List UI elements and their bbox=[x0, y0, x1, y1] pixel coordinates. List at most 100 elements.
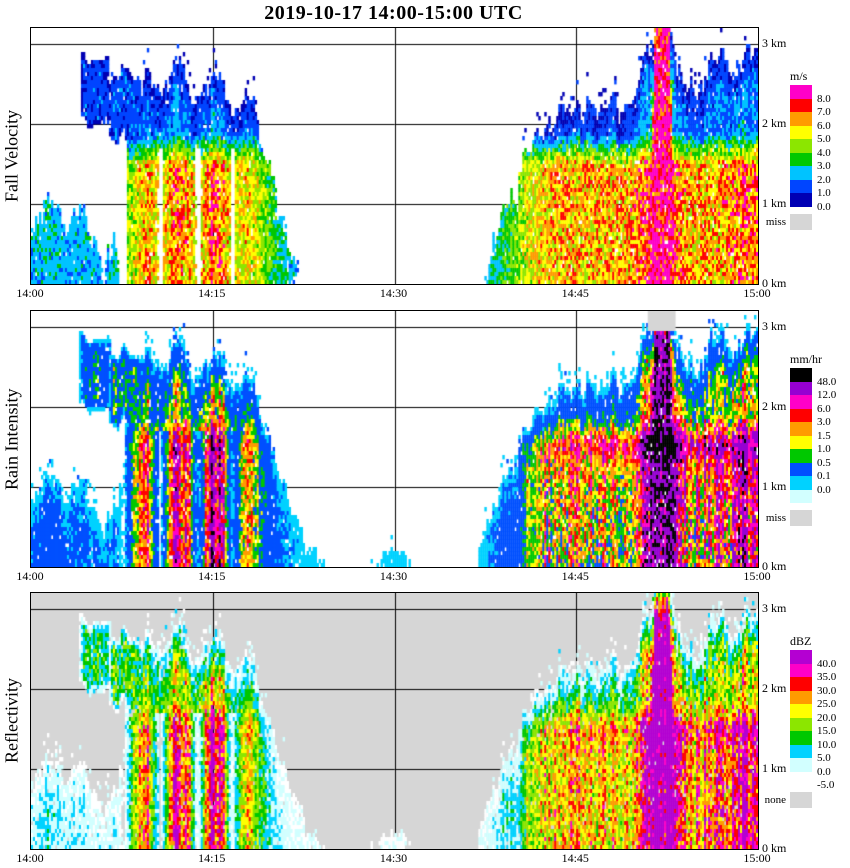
colorbar-band bbox=[790, 771, 812, 785]
x-tick-label: 14:00 bbox=[16, 851, 44, 865]
colorbar-tick-label: 12.0 bbox=[817, 389, 837, 401]
colorbar-reflectivity: dBZ 40.0 35.0 30.0 25.0 20.0 15.0 10.0 5.0 0.0 -5… bbox=[765, 634, 850, 808]
colorbar-tick-label: 0.0 bbox=[817, 765, 831, 778]
colorbar-tick-label: 6.0 bbox=[817, 402, 831, 415]
colorbar-unit-label: mm/hr bbox=[790, 352, 822, 366]
colorbar-missing-label: none bbox=[764, 794, 786, 806]
colorbar-band bbox=[790, 717, 812, 731]
rain-intensity-heatmap-canvas bbox=[30, 310, 759, 568]
y-tick-label: 1 km bbox=[762, 479, 787, 493]
colorbar-tick-label: 0.0 bbox=[817, 483, 831, 496]
colorbar-unit-label: dBZ bbox=[790, 634, 812, 648]
colorbar-tick-label: 25.0 bbox=[817, 698, 837, 710]
colorbar-tick-label: 0.5 bbox=[817, 456, 831, 469]
colorbar-band bbox=[790, 731, 812, 745]
x-tick-label: 14:00 bbox=[16, 286, 44, 300]
colorbar-fall-velocity: m/s 8.0 7.0 6.0 5.0 4.0 3.0 2.0 1.0 0.0 miss bbox=[766, 69, 850, 230]
panel-reflectivity: Reflectivity 14:00 14:15 14:30 14:45 15:00 0… bbox=[0, 592, 850, 868]
panel-rain-intensity: Rain Intensity 14:00 14:15 14:30 14:45 15:00… bbox=[0, 310, 850, 592]
y-tick-label: 3 km bbox=[762, 319, 787, 333]
x-tick-label: 14:15 bbox=[198, 851, 226, 865]
colorbar-band bbox=[790, 98, 812, 112]
colorbar-band bbox=[790, 690, 812, 704]
x-tick-label: 15:00 bbox=[743, 851, 771, 865]
colorbar-missing-label: miss bbox=[765, 215, 786, 228]
y-tick-label: 1 km bbox=[762, 761, 787, 775]
colorbar-band bbox=[790, 677, 812, 691]
colorbar-band bbox=[790, 663, 812, 677]
panel-fall-velocity: Fall Velocity 14:00 14:15 14:30 14:45 15:00 … bbox=[0, 27, 850, 309]
colorbar-band bbox=[790, 650, 812, 664]
colorbar-band bbox=[790, 193, 812, 207]
x-tick-label: 14:30 bbox=[379, 286, 408, 300]
colorbar-missing-entry: miss bbox=[766, 213, 812, 230]
colorbar-band bbox=[790, 381, 812, 395]
x-tick-label: 14:45 bbox=[561, 569, 589, 583]
colorbar-band bbox=[790, 476, 812, 490]
colorbar-tick-label: 7.0 bbox=[817, 106, 831, 118]
colorbar-band bbox=[790, 139, 812, 153]
colorbar-tick-label: 40.0 bbox=[817, 657, 837, 670]
colorbar-tick-label: 1.5 bbox=[817, 429, 831, 442]
colorbar-missing-swatch bbox=[790, 213, 812, 230]
y-tick-label: 2 km bbox=[762, 116, 787, 130]
colorbar-tick-label: 10.0 bbox=[817, 738, 837, 751]
colorbar-tick-label: -5.0 bbox=[817, 779, 835, 791]
colorbar-band bbox=[790, 85, 812, 99]
panel-label-rain-intensity: Rain Intensity bbox=[1, 388, 22, 490]
colorbar-tick-label: 3.0 bbox=[817, 416, 831, 428]
colorbar-tick-label: 8.0 bbox=[817, 92, 831, 105]
colorbar-tick-label: 0.0 bbox=[817, 200, 831, 213]
panel-label-reflectivity: Reflectivity bbox=[1, 678, 22, 764]
colorbar-band bbox=[790, 744, 812, 758]
colorbar-band bbox=[790, 125, 812, 139]
colorbar-bands: 40.0 35.0 30.0 25.0 20.0 15.0 10.0 5.0 0.0 -5.0 bbox=[790, 650, 836, 791]
figure-title: 2019-10-17 14:00-15:00 UTC bbox=[264, 2, 523, 24]
y-tick-label: 0 km bbox=[762, 559, 787, 573]
y-tick-label: 3 km bbox=[762, 36, 787, 50]
colorbar-bands: 48.0 12.0 6.0 3.0 1.5 1.0 0.5 0.1 0.0 bbox=[790, 368, 836, 503]
y-tick-label: 2 km bbox=[762, 681, 787, 695]
colorbar-tick-label: 48.0 bbox=[817, 375, 837, 388]
colorbar-tick-label: 1.0 bbox=[817, 443, 831, 455]
colorbar-tick-label: 5.0 bbox=[817, 133, 831, 145]
colorbar-unit-label: m/s bbox=[790, 69, 808, 83]
x-tick-label: 15:00 bbox=[743, 569, 771, 583]
y-tick-label: 0 km bbox=[762, 841, 787, 855]
x-tick-label: 14:45 bbox=[561, 851, 589, 865]
colorbar-band bbox=[790, 395, 812, 409]
x-tick-label: 14:45 bbox=[561, 286, 589, 300]
colorbar-band bbox=[790, 179, 812, 193]
colorbar-tick-label: 2.0 bbox=[817, 173, 831, 186]
x-tick-label: 14:15 bbox=[198, 286, 226, 300]
x-tick-label: 14:30 bbox=[379, 569, 408, 583]
x-tick-label: 14:30 bbox=[379, 851, 408, 865]
x-tick-label: 15:00 bbox=[743, 286, 771, 300]
colorbar-tick-label: 0.1 bbox=[817, 470, 831, 482]
colorbar-band bbox=[790, 112, 812, 126]
colorbar-band bbox=[790, 422, 812, 436]
x-tick-label: 14:00 bbox=[16, 569, 44, 583]
colorbar-tick-label: 5.0 bbox=[817, 752, 831, 764]
y-tick-label: 2 km bbox=[762, 399, 787, 413]
colorbar-bands: 8.0 7.0 6.0 5.0 4.0 3.0 2.0 1.0 0.0 bbox=[790, 85, 831, 213]
colorbar-band bbox=[790, 489, 812, 503]
colorbar-band bbox=[790, 449, 812, 463]
x-tick-label: 14:15 bbox=[198, 569, 226, 583]
colorbar-band bbox=[790, 462, 812, 476]
colorbar-band bbox=[790, 152, 812, 166]
y-tick-label: 0 km bbox=[762, 276, 787, 290]
fall-velocity-heatmap-canvas bbox=[30, 27, 759, 285]
colorbar-tick-label: 1.0 bbox=[817, 187, 831, 199]
colorbar-band bbox=[790, 166, 812, 180]
colorbar-missing-entry: miss bbox=[766, 510, 812, 526]
colorbar-tick-label: 4.0 bbox=[817, 146, 831, 159]
colorbar-band bbox=[790, 435, 812, 449]
colorbar-tick-label: 3.0 bbox=[817, 160, 831, 172]
colorbar-tick-label: 30.0 bbox=[817, 684, 837, 697]
panel-label-fall-velocity: Fall Velocity bbox=[1, 109, 22, 203]
colorbar-band bbox=[790, 368, 812, 382]
colorbar-rain-intensity: mm/hr 48.0 12.0 6.0 3.0 1.5 1.0 0.5 0.1 0.0 miss bbox=[766, 352, 850, 526]
colorbar-tick-label: 15.0 bbox=[817, 725, 837, 737]
